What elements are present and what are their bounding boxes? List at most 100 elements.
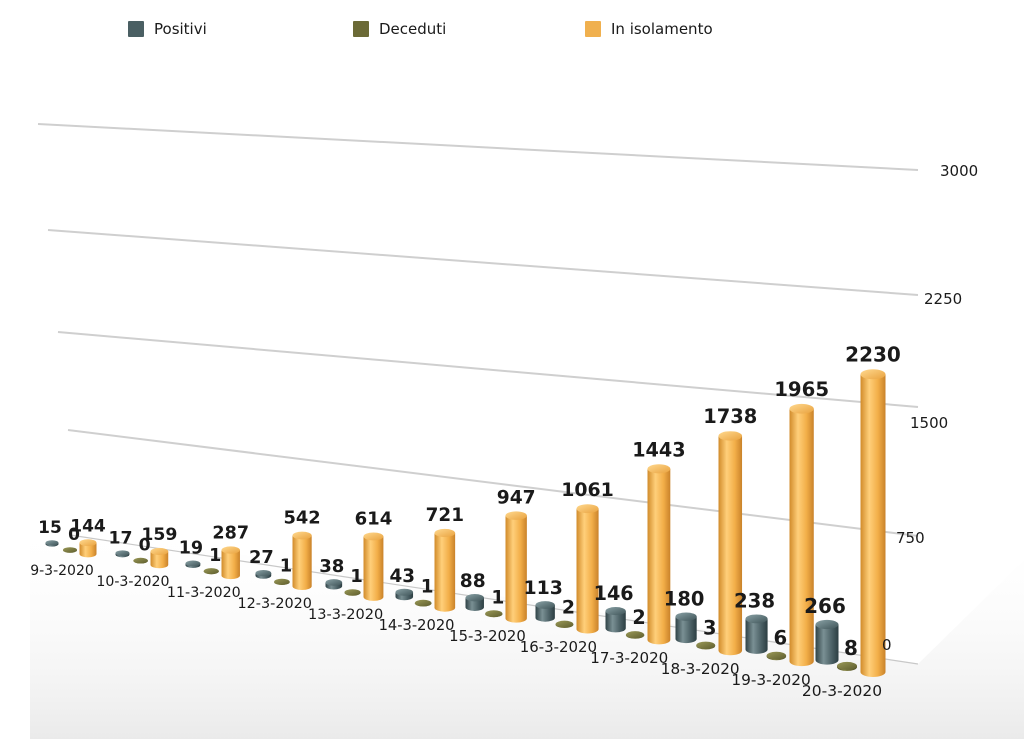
bar-isolamento [860,369,886,678]
data-label-deceduti: 1 [350,566,363,587]
y-tick-label: 750 [896,529,925,547]
gridline [69,534,919,665]
data-label-deceduti: 2 [632,606,645,629]
bar-isolamento [718,431,743,656]
data-label-positivi: 88 [460,571,486,592]
data-label-positivi: 38 [319,556,344,577]
bar-deceduti [203,568,219,575]
data-label-positivi: 15 [38,518,62,538]
y-tick-label: 0 [882,636,892,654]
legend-swatch-deceduti [353,21,369,37]
data-label-deceduti: 6 [773,627,787,650]
legend-isolamento: In isolamento [585,20,713,38]
bar-deceduti [414,599,432,607]
data-label-deceduti: 2 [562,597,575,619]
data-label-isolamento: 947 [497,487,536,508]
data-label-positivi: 238 [734,589,775,612]
data-label-isolamento: 1738 [703,405,757,428]
gridline [57,331,919,408]
data-label-deceduti: 1 [280,556,292,577]
data-label-deceduti: 0 [139,536,151,556]
bar-deceduti [696,641,716,650]
x-tick-label: 13-3-2020 [308,607,383,623]
data-label-positivi: 43 [389,566,415,587]
data-label-isolamento: 1965 [774,378,829,401]
data-label-positivi: 146 [594,582,634,605]
bar-positivi [535,601,555,622]
data-label-positivi: 113 [523,577,562,599]
data-label-positivi: 19 [179,538,203,558]
data-label-positivi: 27 [249,547,274,568]
x-tick-label: 16-3-2020 [520,638,597,656]
data-label-deceduti: 1 [209,546,221,566]
legend-label-positivi: Positivi [154,20,207,38]
bar-positivi [465,594,484,611]
data-label-deceduti: 1 [421,577,434,598]
data-label-deceduti: 0 [68,525,80,545]
gridline [47,229,919,296]
x-tick-label: 9-3-2020 [30,563,94,579]
data-label-deceduti: 3 [703,617,717,640]
x-tick-label: 20-3-2020 [802,682,882,700]
bar-deceduti [344,589,361,596]
legend-deceduti: Deceduti [353,20,446,38]
y-tick-label: 3000 [940,162,978,180]
x-tick-label: 12-3-2020 [237,596,311,612]
bar-positivi [395,588,414,601]
legend-label-deceduti: Deceduti [379,20,447,38]
bar-positivi [325,579,343,590]
bar-deceduti [485,610,503,618]
bar-positivi [815,619,839,665]
y-tick-label: 1500 [910,414,948,432]
x-tick-label: 19-3-2020 [731,671,811,689]
data-label-isolamento: 159 [141,525,177,545]
bar-deceduti [274,578,290,586]
bar-isolamento [576,504,599,634]
bar-isolamento [789,403,814,667]
chart-floor [30,520,1024,739]
data-label-positivi: 266 [804,594,846,618]
bar-positivi [115,550,130,558]
bar-isolamento [292,531,312,591]
data-label-isolamento: 1061 [561,479,614,501]
x-tick-label: 10-3-2020 [96,574,169,590]
bar-deceduti [766,651,787,661]
bar-isolamento [363,532,384,601]
bar-positivi [185,560,201,569]
bar-isolamento [221,546,240,580]
bar-positivi [605,607,626,633]
data-label-positivi: 180 [664,587,705,610]
data-label-isolamento: 542 [284,508,321,529]
y-tick-label: 2250 [924,290,962,308]
bar-isolamento [79,539,97,558]
bar-isolamento [647,464,671,645]
bar-positivi [675,612,697,644]
bar-deceduti [555,620,574,629]
x-tick-label: 15-3-2020 [449,628,526,645]
bar-positivi [745,614,768,654]
data-label-positivi: 17 [108,528,132,548]
bar-isolamento [150,547,169,569]
data-label-isolamento: 614 [355,508,393,529]
bar-deceduti [63,547,77,553]
data-label-isolamento: 287 [212,523,249,543]
data-label-isolamento: 144 [70,516,106,536]
legend-swatch-positivi [128,21,144,37]
bar-isolamento [434,528,456,612]
bar-deceduti [133,557,148,564]
x-tick-label: 11-3-2020 [167,585,241,601]
legend-positivi: Positivi [128,20,207,38]
x-tick-label: 18-3-2020 [661,660,740,678]
bar-deceduti [625,631,645,639]
data-label-isolamento: 721 [426,505,464,526]
x-tick-label: 14-3-2020 [379,617,455,634]
data-label-deceduti: 8 [844,636,858,660]
gridline [67,429,919,537]
x-tick-label: 17-3-2020 [590,649,668,667]
bar-positivi [45,540,59,547]
legend-label-isolamento: In isolamento [611,20,713,38]
data-label-isolamento: 2230 [845,342,901,366]
bar-deceduti [837,661,857,671]
gridline [37,123,919,171]
